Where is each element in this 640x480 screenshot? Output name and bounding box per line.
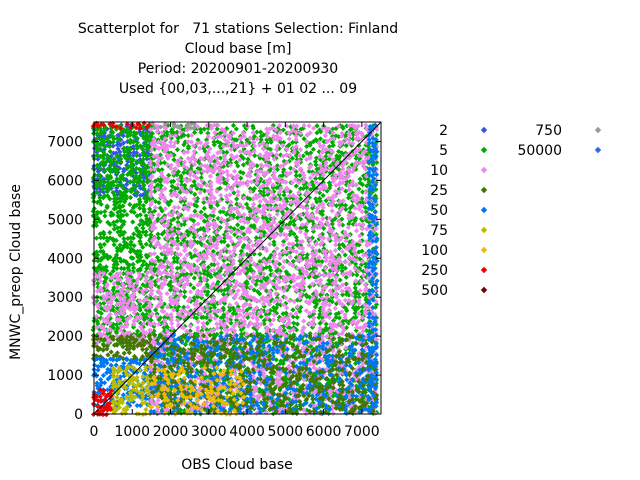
scatter-points bbox=[90, 123, 154, 347]
x-tick-label: 2000 bbox=[153, 424, 189, 440]
legend-label: 10 bbox=[430, 163, 448, 179]
legend-label: 100 bbox=[421, 243, 448, 259]
y-tick-label: 1000 bbox=[47, 368, 83, 384]
y-tick-label: 0 bbox=[74, 407, 83, 423]
scatter-points bbox=[91, 270, 154, 347]
y-tick-label: 2000 bbox=[47, 329, 83, 345]
scatter-points bbox=[90, 332, 154, 363]
legend-marker bbox=[480, 166, 488, 174]
scatter-points bbox=[90, 387, 114, 418]
legend-label: 250 bbox=[421, 263, 448, 279]
legend-label: 2 bbox=[439, 123, 448, 139]
scatter-points bbox=[109, 364, 154, 418]
x-tick-label: 3000 bbox=[191, 424, 227, 440]
chart-title-line-1: Scatterplot for 71 stations Selection: F… bbox=[77, 21, 399, 37]
legend-marker bbox=[480, 226, 488, 234]
diagonal-line bbox=[93, 121, 382, 415]
legend-label: 50000 bbox=[517, 143, 562, 159]
scatter-points bbox=[148, 364, 247, 417]
x-axis-label: OBS Cloud base bbox=[181, 457, 293, 473]
x-tick-label: 4000 bbox=[229, 424, 265, 440]
legend-label: 750 bbox=[535, 123, 562, 139]
y-axis-ticks: 0 1000 2000 3000 4000 5000 6000 7000 bbox=[47, 134, 381, 423]
legend-marker bbox=[480, 246, 488, 254]
y-tick-label: 3000 bbox=[47, 290, 83, 306]
legend-marker bbox=[480, 206, 488, 214]
y-tick-label: 6000 bbox=[47, 173, 83, 189]
x-axis-ticks: 0 1000 2000 3000 4000 5000 6000 7000 bbox=[90, 122, 380, 440]
y-tick-label: 7000 bbox=[47, 134, 83, 150]
x-tick-label: 5000 bbox=[268, 424, 304, 440]
x-tick-label: 1000 bbox=[114, 424, 150, 440]
scatter-points bbox=[147, 332, 380, 416]
chart-title-line-2: Cloud base [m] bbox=[184, 41, 292, 57]
legend-marker bbox=[480, 146, 488, 154]
y-tick-label: 5000 bbox=[47, 212, 83, 228]
chart-title-line-4: Used {00,03,...,21} + 01 02 ... 09 bbox=[118, 81, 358, 97]
legend-marker bbox=[480, 126, 488, 134]
scatter-points bbox=[90, 120, 152, 131]
legend-marker bbox=[480, 286, 488, 294]
scatter-points bbox=[149, 120, 198, 131]
plot-frame bbox=[93, 121, 382, 415]
x-tick-label: 6000 bbox=[306, 424, 342, 440]
y-axis-label: MNWC_preop Cloud base bbox=[8, 184, 24, 360]
legend-marker bbox=[480, 266, 488, 274]
legend-label: 500 bbox=[421, 283, 448, 299]
legend-label: 75 bbox=[430, 223, 448, 239]
y-tick-label: 4000 bbox=[47, 251, 83, 267]
legend-label: 25 bbox=[430, 183, 448, 199]
legend-marker bbox=[480, 186, 488, 194]
points-layer bbox=[90, 120, 380, 418]
legend-marker bbox=[594, 126, 602, 134]
scatter-points bbox=[365, 122, 380, 413]
legend-marker bbox=[594, 146, 602, 154]
legend-label: 50 bbox=[430, 203, 448, 219]
legend-label: 5 bbox=[439, 143, 448, 159]
chart-title-line-3: Period: 20200901-20200930 bbox=[137, 61, 339, 77]
x-tick-label: 0 bbox=[90, 424, 99, 440]
x-tick-label: 7000 bbox=[344, 424, 380, 440]
